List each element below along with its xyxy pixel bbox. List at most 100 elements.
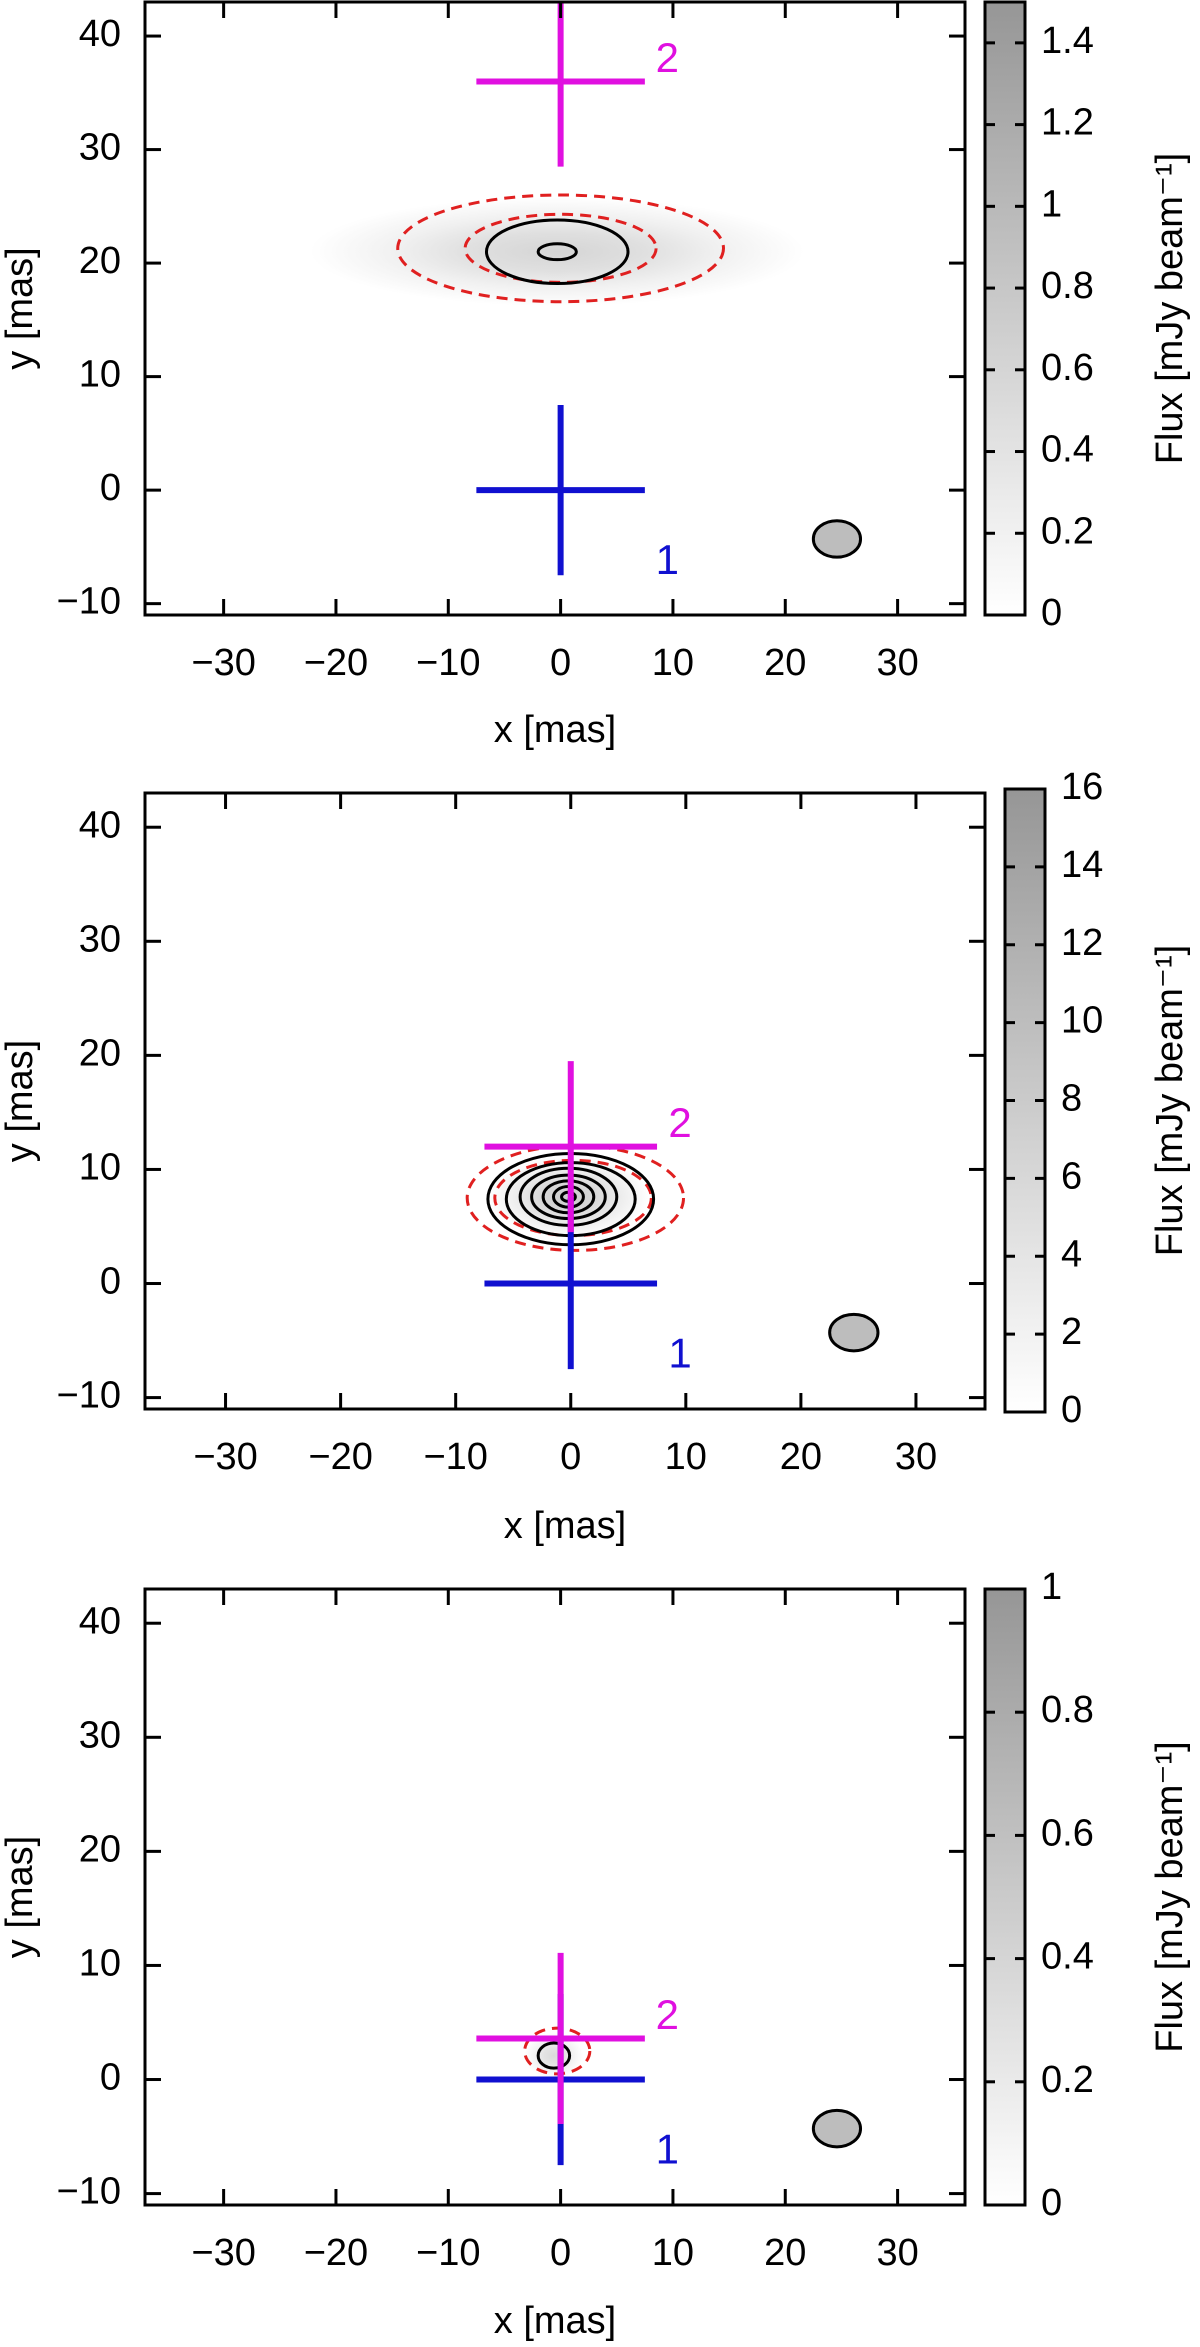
colorbar-tick-label: 8 — [1061, 1078, 1082, 1120]
y-tick-label: 30 — [79, 1714, 121, 1756]
y-axis-label: y [mas] — [0, 1040, 41, 1162]
y-tick-label: 40 — [79, 13, 121, 55]
colorbar: 0 0.2 0.4 0.6 0.8 1 Flux [mJy beam⁻¹] — [983, 1566, 1191, 2224]
x-tick-label: 20 — [780, 1436, 822, 1478]
y-tick-label: −10 — [57, 581, 121, 623]
colorbar-label: Flux [mJy beam⁻¹] — [1149, 945, 1191, 1256]
colorbar-tick-label: 1 — [1041, 1566, 1062, 1608]
plot-area — [465, 1061, 686, 1370]
x-tick-label: 20 — [764, 2232, 806, 2274]
y-tick-label: 10 — [79, 1146, 121, 1188]
beam-ellipse — [811, 519, 863, 559]
marker-2 — [484, 1061, 658, 1233]
y-tick-label: 20 — [79, 1828, 121, 1870]
solid-contour-1 — [484, 218, 630, 286]
marker-label-1: 1 — [668, 1330, 691, 1377]
x-tick-label: −20 — [308, 1436, 372, 1478]
x-axis-label: x [mas] — [494, 2300, 616, 2342]
x-tick-label: 0 — [550, 642, 571, 684]
colorbar-tick-label: 12 — [1061, 922, 1103, 964]
plot-area — [476, 1952, 645, 2166]
x-tick-label: −10 — [416, 2232, 480, 2274]
colorbar-tick-label: 0.8 — [1041, 1689, 1094, 1731]
colorbar-tick-label: 1.4 — [1041, 20, 1094, 62]
x-axis-label: x [mas] — [504, 1505, 626, 1547]
x-tick-label: 10 — [652, 2232, 694, 2274]
y-tick-label: 40 — [79, 1600, 121, 1642]
y-tick-label: 10 — [79, 1942, 121, 1984]
x-tick-label: −30 — [191, 2232, 255, 2274]
x-tick-label: 10 — [665, 1436, 707, 1478]
solid-contour-1 — [536, 2041, 572, 2070]
marker-label-2: 2 — [668, 1099, 691, 1146]
x-tick-label: 30 — [876, 2232, 918, 2274]
dashed-contour-1 — [523, 2026, 592, 2076]
beam-ellipse — [828, 1312, 880, 1353]
colorbar-tick-label: 14 — [1061, 844, 1103, 886]
x-tick-label: −20 — [304, 2232, 368, 2274]
x-tick-label: −30 — [191, 642, 255, 684]
colorbar-tick-label: 16 — [1061, 766, 1103, 808]
y-tick-label: 20 — [79, 240, 121, 282]
colorbar: 0 0.2 0.4 0.6 0.8 1 1.2 1.4 Flux [mJy beam⁻¹] — [983, 0, 1191, 634]
x-tick-label: 0 — [550, 2232, 571, 2274]
y-tick-label: 40 — [79, 804, 121, 846]
colorbar: 0 2 4 6 8 10 12 14 16 Flux [mJy beam⁻¹] — [1003, 766, 1191, 1431]
colorbar-tick-label: 0.2 — [1041, 2059, 1094, 2101]
colorbar-tick-label: 0 — [1041, 592, 1062, 634]
dashed-contour-1 — [465, 1143, 686, 1252]
x-tick-label: 10 — [652, 642, 694, 684]
dashed-contour-2 — [463, 212, 658, 284]
y-tick-label: 0 — [100, 2057, 121, 2099]
colorbar-tick-label: 4 — [1061, 1233, 1082, 1275]
y-tick-label: −10 — [57, 2171, 121, 2213]
dashed-contour-1 — [396, 193, 725, 304]
colorbar-tick-label: 0 — [1061, 1389, 1082, 1431]
marker-label-2: 2 — [656, 1991, 679, 2038]
solid-contour-2 — [536, 242, 578, 262]
x-tick-label: 30 — [895, 1436, 937, 1478]
y-axis-label: y [mas] — [0, 1836, 41, 1958]
plot-area — [310, 2, 805, 576]
marker-label-1: 1 — [656, 536, 679, 583]
panel-3: 1 2 −30 −20 −10 0 10 20 30 −10 0 10 20 30 40 x [mas] y [… — [0, 1566, 1191, 2342]
marker-1 — [476, 404, 645, 576]
y-tick-label: 30 — [79, 918, 121, 960]
x-tick-label: −20 — [304, 642, 368, 684]
marker-2 — [476, 1952, 645, 2125]
colorbar-tick-label: 2 — [1061, 1311, 1082, 1353]
beam-ellipse — [811, 2108, 863, 2149]
colorbar-tick-label: 1.2 — [1041, 102, 1094, 144]
colorbar-tick-label: 0.6 — [1041, 1812, 1094, 1854]
colorbar-tick-label: 10 — [1061, 1000, 1103, 1042]
colorbar-tick-label: 0 — [1041, 2182, 1062, 2224]
colorbar-tick-label: 0.6 — [1041, 347, 1094, 389]
y-axis-label: y [mas] — [0, 247, 41, 369]
x-tick-label: 0 — [560, 1436, 581, 1478]
emission-blob — [310, 197, 805, 307]
x-tick-label: 20 — [764, 642, 806, 684]
colorbar-tick-label: 0.2 — [1041, 510, 1094, 552]
marker-2 — [476, 2, 645, 167]
x-tick-label: −10 — [423, 1436, 487, 1478]
y-tick-label: 20 — [79, 1032, 121, 1074]
x-axis-label: x [mas] — [494, 709, 616, 751]
colorbar-tick-label: 6 — [1061, 1155, 1082, 1197]
colorbar-tick-label: 0.4 — [1041, 429, 1094, 471]
y-tick-label: 0 — [100, 1261, 121, 1303]
colorbar-label: Flux [mJy beam⁻¹] — [1149, 1741, 1191, 2052]
x-tick-label: 30 — [876, 642, 918, 684]
y-tick-label: 0 — [100, 467, 121, 509]
colorbar-label: Flux [mJy beam⁻¹] — [1149, 153, 1191, 464]
colorbar-tick-label: 1 — [1041, 183, 1062, 225]
y-tick-label: −10 — [57, 1375, 121, 1417]
x-tick-label: −10 — [416, 642, 480, 684]
plot-frame — [143, 791, 987, 1411]
plot-frame — [143, 1587, 967, 2207]
colorbar-tick-label: 0.8 — [1041, 265, 1094, 307]
colorbar-tick-label: 0.4 — [1041, 1936, 1094, 1978]
y-tick-label: 30 — [79, 127, 121, 169]
